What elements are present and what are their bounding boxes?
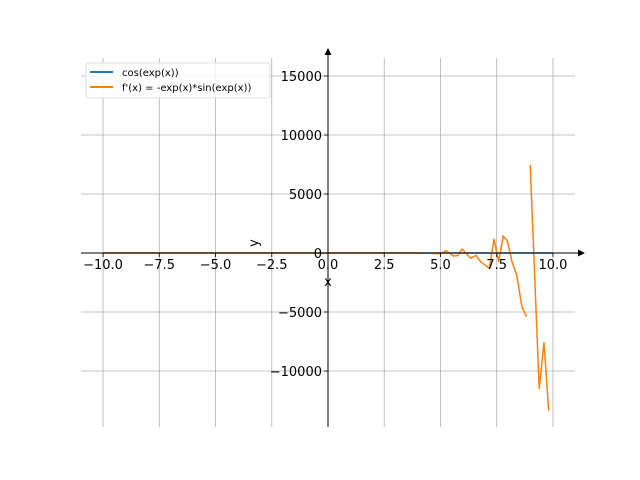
x-tick-label: 5.0 (430, 258, 451, 273)
legend-label-cos: cos(exp(x)) (122, 68, 179, 79)
legend: cos(exp(x)) f'(x) = -exp(x)*sin(exp(x)) (85, 62, 271, 99)
y-tick-label: 15000 (281, 70, 322, 85)
axes (81, 48, 585, 427)
y-tick-label: −10000 (270, 365, 322, 380)
tick-labels: −10.0 −7.5 −5.0 −2.5 0.0 2.5 5.0 7.5 10.0 −10000 −… (83, 70, 567, 380)
legend-box (85, 62, 271, 99)
y-tick-label: 10000 (281, 129, 322, 144)
y-axis-label: y (247, 239, 262, 247)
x-tick-label: −2.5 (256, 258, 288, 273)
y-axis-arrow-icon (324, 48, 332, 55)
y-tick-label: −5000 (278, 306, 322, 321)
legend-label-derivative: f'(x) = -exp(x)*sin(exp(x)) (122, 83, 251, 94)
x-axis-arrow-icon (578, 249, 585, 257)
x-tick-label: −7.5 (143, 258, 175, 273)
x-tick-label: −10.0 (83, 258, 123, 273)
x-tick-label: 2.5 (374, 258, 395, 273)
y-tick-label: 5000 (289, 188, 322, 203)
series-line-derivative (529, 164, 550, 411)
x-axis-label: x (324, 275, 332, 290)
y-tick-label: 0 (314, 247, 322, 262)
x-tick-label: 0.0 (318, 258, 339, 273)
x-tick-label: −5.0 (200, 258, 232, 273)
x-tick-label: 7.5 (486, 258, 507, 273)
x-tick-label: 10.0 (538, 258, 567, 273)
